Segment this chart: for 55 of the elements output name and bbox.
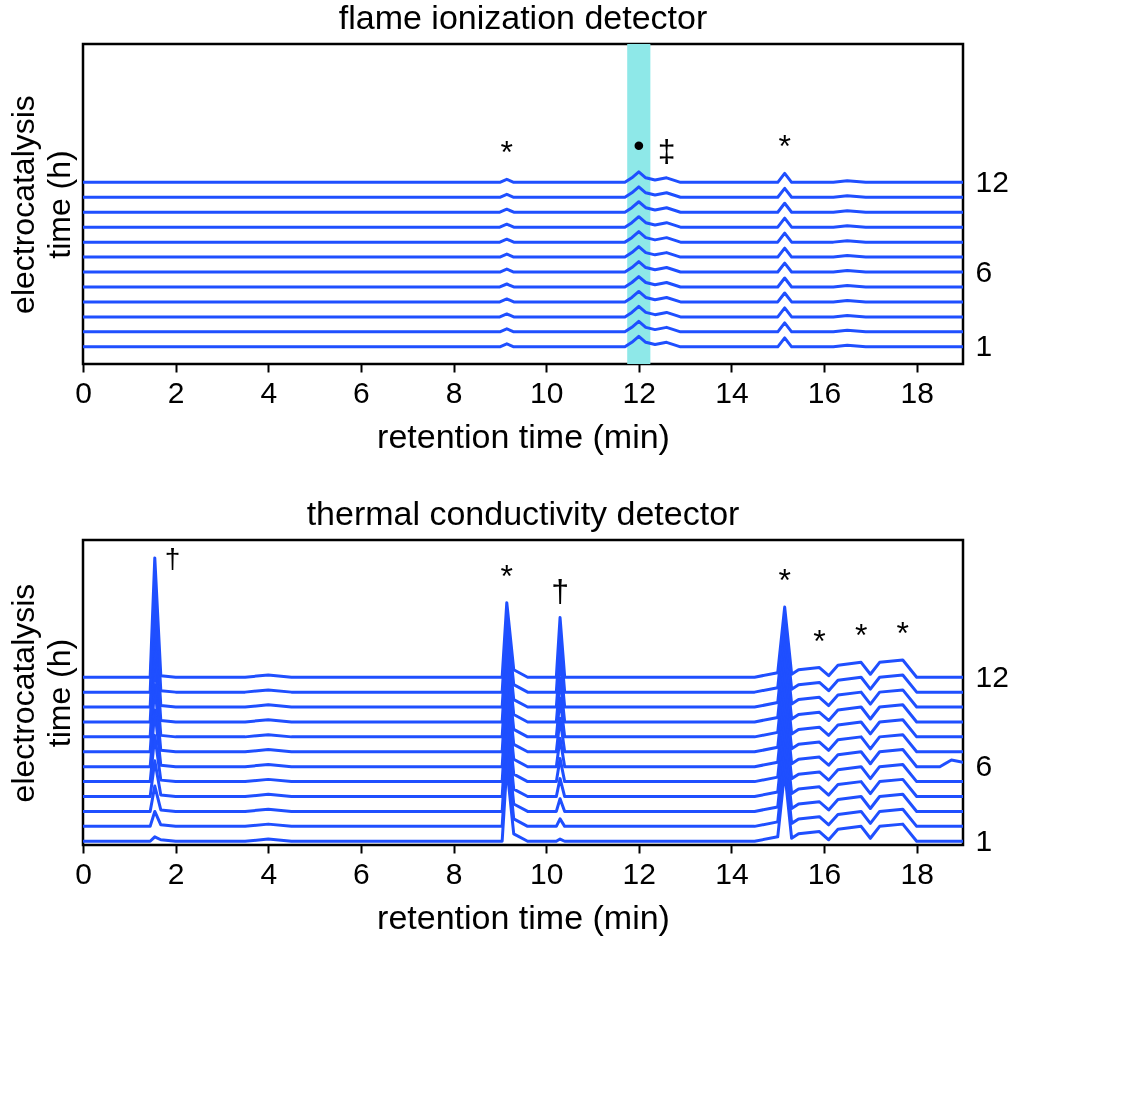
- line-series: [83, 245, 963, 259]
- x-tick-label: 2: [167, 856, 185, 890]
- x-tick-label: 6: [353, 375, 370, 409]
- annotation: *: [778, 562, 791, 599]
- annotation: *: [854, 617, 868, 654]
- y-tick-label: 1: [975, 329, 993, 363]
- annotation: †: [551, 572, 569, 609]
- line-series: [83, 215, 963, 229]
- y-tick-label: 6: [975, 749, 993, 783]
- y-axis-title: electrocatalysis time (h): [4, 95, 77, 314]
- y-tick-label: 12: [975, 659, 1009, 693]
- line-series: [83, 275, 963, 289]
- x-tick-label: 6: [353, 856, 370, 890]
- x-tick-label: 18: [900, 856, 934, 890]
- x-tick-label: 16: [807, 856, 842, 890]
- annotation: *: [500, 134, 514, 171]
- line-series: [83, 230, 963, 244]
- line-series: [83, 304, 963, 319]
- y-tick-label: 12: [975, 164, 1009, 198]
- y-tick-label: 1: [975, 823, 993, 857]
- x-tick-label: 12: [622, 856, 656, 890]
- x-tick-label: 14: [715, 856, 749, 890]
- line-series: [83, 289, 963, 304]
- x-tick-label: 0: [75, 375, 92, 409]
- x-axis-title: retention time (min): [377, 416, 670, 455]
- x-tick-label: 8: [445, 856, 463, 890]
- x-tick-label: 2: [167, 375, 185, 409]
- x-tick-label: 18: [900, 375, 934, 409]
- line-series: [83, 334, 963, 349]
- x-tick-label: 16: [807, 375, 842, 409]
- y-tick-label: 6: [975, 254, 993, 288]
- line-series: [83, 185, 963, 199]
- x-tick-label: 0: [75, 856, 92, 890]
- annotation: †: [164, 542, 181, 574]
- x-axis-title: retention time (min): [377, 897, 670, 936]
- line-series: [83, 319, 963, 334]
- line-series: [83, 170, 963, 184]
- chart-title: flame ionization detector: [338, 0, 708, 36]
- x-tick-label: 4: [260, 856, 278, 890]
- annotation: ‡: [657, 132, 676, 169]
- x-tick-label: 10: [529, 375, 564, 409]
- x-tick-label: 14: [715, 375, 749, 409]
- annotation: *: [500, 557, 514, 594]
- line-series: [83, 260, 963, 274]
- annotation: *: [778, 128, 791, 165]
- annotation: *: [896, 615, 910, 652]
- x-tick-label: 10: [529, 856, 564, 890]
- annotation: *: [813, 622, 826, 659]
- x-tick-label: 4: [260, 375, 278, 409]
- annotation: •: [633, 126, 645, 163]
- line-series: [83, 200, 963, 214]
- x-tick-label: 8: [445, 375, 463, 409]
- x-tick-label: 12: [622, 375, 656, 409]
- chart-title: thermal conductivity detector: [306, 494, 740, 532]
- y-axis-title: electrocatalysis time (h): [4, 583, 77, 803]
